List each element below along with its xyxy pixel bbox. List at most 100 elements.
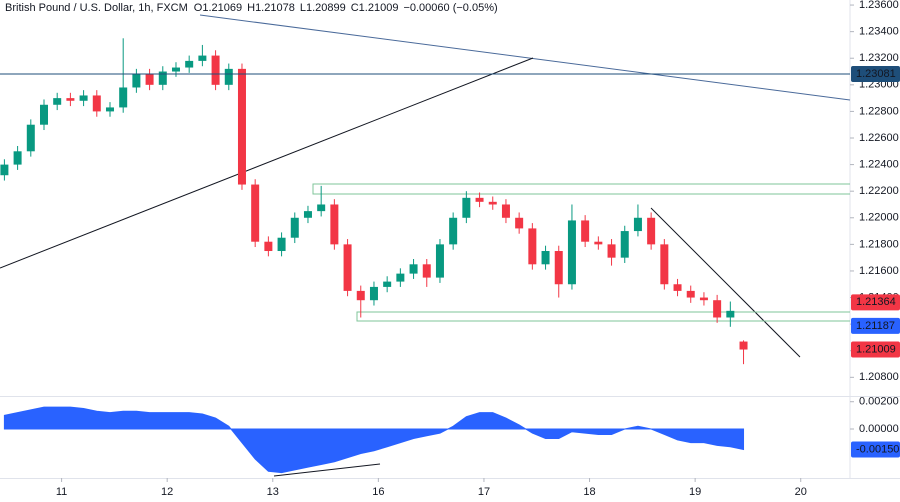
candle-body — [686, 290, 695, 298]
symbol-title: British Pound / U.S. Dollar, 1h, FXCM — [5, 2, 188, 14]
ohlc-value: C1.21009 — [351, 2, 399, 14]
candle-body — [119, 87, 128, 108]
candle-body — [660, 244, 669, 285]
candle-body — [317, 204, 326, 212]
range-box — [356, 311, 850, 322]
y-tick-label: 1.23200 — [859, 52, 899, 64]
candle-body — [171, 67, 180, 72]
candle-body — [303, 211, 312, 218]
y-tick-label: 1.21800 — [859, 238, 899, 250]
axis-labels: 11 12 13 16 17 18 19 20 1.23081 1.21364 1.21187 1.2… — [56, 66, 900, 498]
ohlc-value: L1.20899 — [300, 2, 346, 14]
x-tick-label: 19 — [689, 486, 701, 498]
candle-body — [515, 217, 524, 229]
y-tick-label: 1.20800 — [859, 371, 899, 383]
price-marker — [851, 341, 900, 358]
candle-body — [237, 68, 246, 185]
ohlc-value: H1.21078 — [247, 2, 295, 14]
candle-body — [581, 220, 590, 242]
candle-body — [0, 164, 9, 176]
price-marker-label: 1.21364 — [856, 296, 896, 308]
y-tick-label: 1.21600 — [859, 265, 899, 277]
candle-body — [567, 220, 576, 285]
candle-body — [383, 281, 392, 287]
x-tick-label: 13 — [267, 486, 279, 498]
y-tick-label: 1.22400 — [859, 159, 899, 171]
candle-body — [449, 217, 458, 245]
candle-body — [435, 244, 444, 278]
x-tick-label: 16 — [372, 486, 384, 498]
price-marker — [851, 66, 900, 83]
candle-body — [145, 74, 154, 85]
candle-body — [79, 95, 88, 101]
price-marker-label: -0.00150 — [856, 443, 899, 455]
y-tick-label: 1.23600 — [859, 0, 899, 11]
candle-body — [224, 68, 233, 85]
price-marker — [851, 294, 900, 311]
candle-body — [105, 107, 114, 112]
trend-line — [0, 57, 534, 269]
trend-line — [650, 207, 801, 358]
y-tick-label: 1.22800 — [859, 105, 899, 117]
ohlc-value: −0.00060 (−0.05%) — [403, 2, 497, 14]
y-tick-label: 1.22200 — [859, 185, 899, 197]
candle-body — [528, 228, 537, 265]
candle-body — [594, 241, 603, 245]
candle-body — [541, 251, 550, 265]
candle-body — [290, 217, 299, 238]
y-tick-label: 0.00000 — [859, 423, 899, 435]
candle-body — [673, 284, 682, 291]
y-tick-label: 1.22000 — [859, 212, 899, 224]
candle-body — [198, 55, 207, 61]
candle-body — [211, 55, 220, 85]
candle-body — [39, 104, 48, 125]
candle-body — [277, 237, 286, 252]
x-tick-label: 20 — [795, 486, 807, 498]
price-marker-label: 1.23081 — [856, 68, 896, 80]
y-tick-label: 0.00200 — [859, 396, 899, 408]
candle-body — [356, 290, 365, 301]
candle-body — [739, 341, 748, 350]
drawings — [0, 14, 851, 477]
candle-body — [53, 98, 62, 105]
candle-body — [633, 217, 642, 232]
trend-line — [199, 14, 851, 101]
oscillator-area — [3, 406, 745, 474]
candle-body — [13, 151, 22, 165]
candle-body — [26, 124, 35, 152]
header: British Pound / U.S. Dollar, 1h, FXCM O1… — [5, 2, 498, 14]
y-tick-label: 1.22600 — [859, 132, 899, 144]
candle-body — [409, 264, 418, 274]
ohlc-value: O1.21069 — [194, 2, 242, 14]
range-box — [312, 183, 850, 195]
candle-body — [462, 197, 471, 218]
candle-body — [185, 60, 194, 68]
candle-body — [647, 217, 656, 245]
candle-body — [396, 273, 405, 282]
candle-body — [132, 74, 141, 88]
candle-body — [501, 204, 510, 218]
divergence-line — [273, 463, 381, 477]
candle-body — [158, 71, 167, 85]
candle-body — [422, 264, 431, 278]
candle-body — [620, 231, 629, 258]
candle-body — [726, 310, 735, 318]
candle-body — [330, 204, 339, 245]
candle-body — [66, 98, 75, 101]
candle-body — [699, 297, 708, 301]
candle-body — [369, 286, 378, 301]
candle-body — [343, 244, 352, 291]
candle-body — [92, 95, 101, 112]
candle-body — [264, 241, 273, 252]
x-tick-label: 17 — [478, 486, 490, 498]
price-marker — [851, 441, 900, 458]
candle-body — [475, 197, 484, 202]
candle-body — [554, 251, 563, 285]
price-marker-label: 1.21187 — [856, 320, 895, 332]
y-tick-label: 1.23400 — [859, 26, 899, 38]
x-tick-label: 11 — [56, 486, 67, 498]
price-marker-label: 1.21009 — [856, 343, 896, 355]
candle-body — [713, 300, 722, 318]
price-marker — [851, 317, 900, 334]
